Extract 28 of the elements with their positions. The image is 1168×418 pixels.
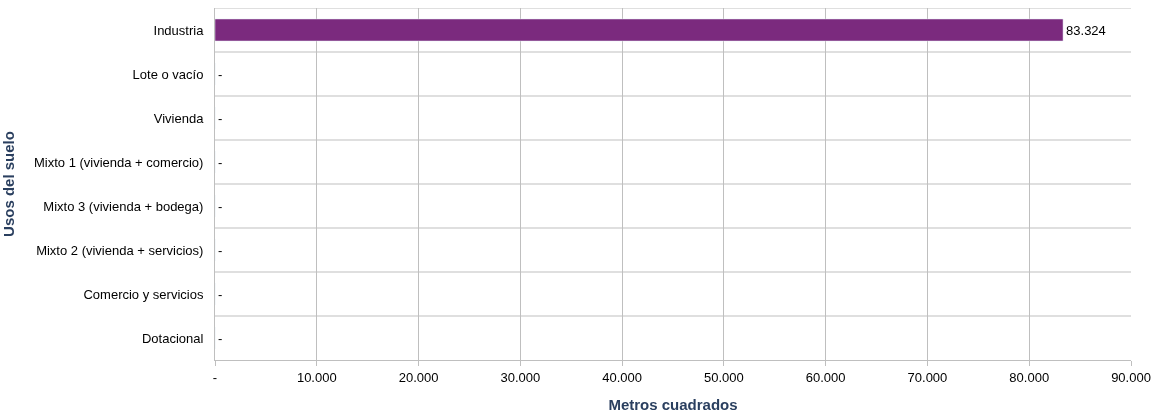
x-tick-label: 90.000: [1111, 369, 1151, 385]
y-tick-label: Vivienda: [153, 110, 205, 126]
data-label: -: [218, 330, 223, 346]
data-label: 83.324: [1066, 22, 1106, 38]
y-tick-label: Dotacional: [141, 330, 204, 346]
y-tick-label: Mixto 1 (vivienda + comercio): [33, 154, 204, 170]
y-tick-label: Mixto 3 (vivienda + bodega): [43, 198, 204, 214]
x-tick-label: 50.000: [704, 369, 744, 385]
x-tick-label: 20.000: [398, 369, 439, 385]
y-tick-label: Mixto 2 (vivienda + servicios): [36, 242, 204, 258]
data-label: -: [218, 286, 223, 302]
y-tick-label: Industria: [153, 22, 205, 38]
x-tick-label: 30.000: [500, 369, 541, 385]
data-label: -: [218, 198, 223, 214]
y-tick-label: Comercio y servicios: [83, 286, 204, 302]
x-tick-label: 70.000: [907, 369, 948, 385]
x-tick-label: 60.000: [805, 369, 846, 385]
data-label: -: [218, 242, 223, 258]
x-tick-label: -: [212, 369, 218, 385]
x-tick-label: 80.000: [1009, 369, 1050, 385]
data-label: -: [218, 110, 223, 126]
data-label: -: [218, 66, 223, 82]
data-label: -: [218, 154, 223, 170]
x-tick-label: 10.000: [296, 369, 337, 385]
x-tick-label: 40.000: [602, 369, 642, 385]
x-axis-title: Metros cuadrados: [608, 395, 738, 413]
y-axis-title: Usos del suelo: [0, 131, 18, 237]
y-tick-label: Lote o vacío: [132, 66, 204, 82]
